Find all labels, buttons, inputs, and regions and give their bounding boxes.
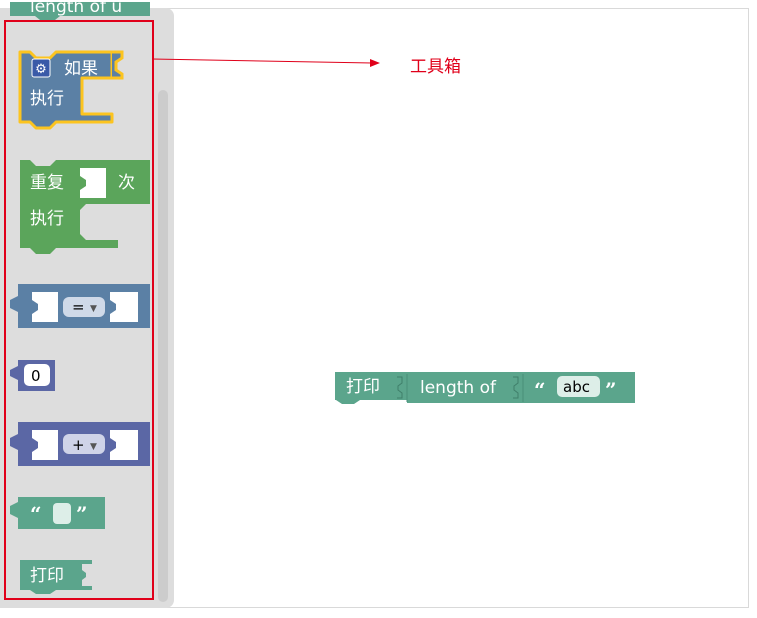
workspace-close-quote: ” [605, 378, 617, 402]
dropdown-arrow-icon: ▼ [90, 304, 97, 314]
compare-block[interactable]: = ▼ [10, 284, 150, 328]
if-label: 如果 [64, 59, 98, 79]
arithmetic-block[interactable]: + ▼ [10, 422, 150, 466]
if-block[interactable]: ⚙ 如果 执行 [18, 50, 124, 130]
toolbox-scrollbar[interactable] [158, 90, 168, 602]
workspace-length-label: length of [420, 378, 497, 398]
dropdown-arrow-icon: ▼ [90, 442, 97, 452]
repeat-block[interactable]: 重复 次 执行 [20, 160, 150, 254]
svg-text:⚙: ⚙ [35, 62, 47, 77]
toolbox-annotation-label: 工具箱 [410, 57, 461, 77]
arithmetic-operator: + [72, 436, 85, 454]
length-block-partial[interactable]: length of u [10, 0, 150, 20]
gear-icon[interactable] [31, 58, 51, 78]
repeat-label: 重复 [30, 173, 64, 193]
print-label: 打印 [30, 566, 64, 586]
text-block[interactable]: “ ” [10, 497, 105, 529]
workspace-text-field[interactable] [557, 376, 600, 397]
times-label: 次 [118, 173, 135, 193]
workspace-text-value: abc [563, 378, 590, 396]
compare-operator: = [72, 298, 85, 316]
print-block[interactable]: 打印 [20, 560, 92, 594]
workspace-print-block[interactable]: 打印 length of “ abc ” [335, 372, 635, 404]
workspace-print-label: 打印 [346, 377, 380, 397]
number-block[interactable]: 0 [10, 360, 55, 391]
text-field[interactable] [53, 503, 71, 524]
text-close-quote: ” [76, 502, 88, 526]
compare-operator-dropdown[interactable] [63, 297, 105, 317]
workspace-open-quote: “ [534, 378, 546, 402]
text-open-quote: “ [30, 502, 42, 526]
annotation-arrow [151, 58, 380, 67]
arithmetic-operator-dropdown[interactable] [63, 434, 105, 454]
if-do-label: 执行 [30, 89, 64, 109]
repeat-do-label: 执行 [30, 209, 64, 229]
number-field[interactable] [24, 364, 50, 386]
length-block-partial-label: length of u [30, 0, 122, 17]
number-value: 0 [31, 367, 41, 385]
